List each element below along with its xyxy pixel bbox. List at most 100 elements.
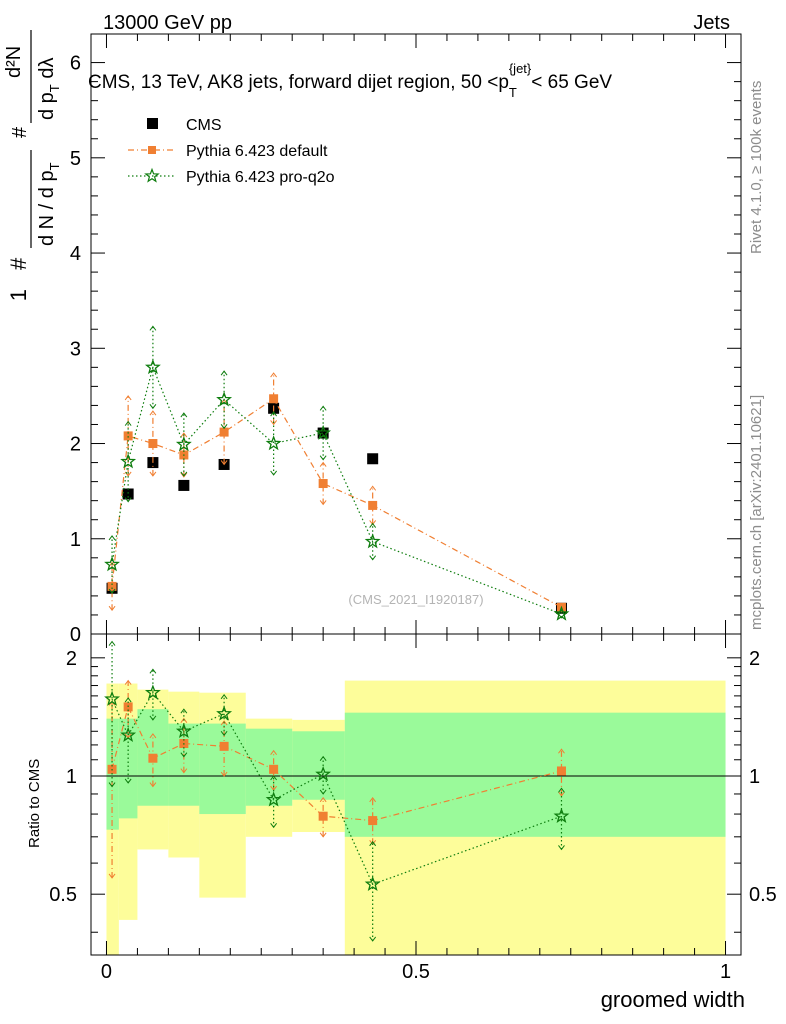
errorbar-cap-pro_q2o xyxy=(558,613,565,619)
ylabel-hash-2: # xyxy=(9,126,31,138)
errorbar-cap-default xyxy=(220,720,228,726)
errorbar-cap-default xyxy=(149,410,157,416)
errorbar-cap-pro_q2o xyxy=(180,412,188,418)
main-ytick-label: 1 xyxy=(70,529,81,551)
point-pro_q2o xyxy=(120,453,137,469)
errorbar-cap-pro_q2o xyxy=(124,420,132,426)
point-pro_q2o xyxy=(120,726,137,743)
errorbar-cap-pro_q2o xyxy=(220,370,228,376)
errorbar-cap-pro_q2o xyxy=(319,755,327,761)
xtick-label: 0 xyxy=(101,961,112,983)
point-default xyxy=(219,427,229,437)
point-pro_q2o xyxy=(175,436,192,452)
main-axis-ticks: 0 1 2 3 4 5 6 xyxy=(70,34,741,646)
point-pro_q2o xyxy=(364,875,381,892)
point-pro_q2o xyxy=(216,391,233,407)
main-ytick-label: 0 xyxy=(70,624,81,646)
point-default xyxy=(269,394,279,404)
errorbar-cap-default xyxy=(558,748,565,754)
ratio-band-inner xyxy=(106,718,119,830)
errorbar-cap-default xyxy=(369,520,377,526)
point-pro_q2o xyxy=(553,605,570,621)
ratio-band-inner xyxy=(292,731,345,800)
mcplots-label: mcplots.cern.ch [arXiv:2401.10621] xyxy=(748,395,765,630)
legend-default-label: Pythia 6.423 default xyxy=(186,143,328,160)
errorbar-cap-pro_q2o xyxy=(369,555,377,561)
errorbar-cap-default xyxy=(270,372,278,378)
errorbar-cap-default xyxy=(369,796,377,803)
ratio-ytick-label-right: 1 xyxy=(749,766,760,788)
errorbar-cap-default xyxy=(319,500,327,506)
errorbar-cap-pro_q2o xyxy=(220,693,228,700)
point-pro_q2o xyxy=(104,690,120,706)
errorbar-cap-default xyxy=(220,771,228,777)
ratio-ytick-label: 0.5 xyxy=(49,884,77,906)
legend-pro-q2o-marker xyxy=(144,167,160,183)
errorbar-cap-pro_q2o xyxy=(124,778,132,784)
ratio-axis-ticks: 0.5 0.5 1 1 2 2 0 0.5 1 xyxy=(49,634,777,983)
point-cms xyxy=(122,488,134,500)
errorbar-cap-default xyxy=(149,471,157,477)
errorbar-cap-pro_q2o xyxy=(369,522,377,528)
point-default xyxy=(556,766,566,776)
point-cms xyxy=(178,479,190,491)
legend: CMS Pythia 6.423 default Pythia 6.423 pr… xyxy=(128,117,335,186)
point-default xyxy=(148,439,158,449)
ratio-band-inner xyxy=(245,728,293,806)
ylabel-hash-1: # xyxy=(6,257,31,270)
errorbar-cap-default xyxy=(149,733,157,739)
analysis-watermark: (CMS_2021_I1920187) xyxy=(348,592,483,607)
point-pro_q2o xyxy=(216,705,233,721)
point-pro_q2o xyxy=(315,765,332,782)
errorbar-cap-pro_q2o xyxy=(149,715,157,721)
point-pro_q2o xyxy=(364,533,381,549)
point-pro_q2o xyxy=(265,435,282,451)
errorbar-cap-pro_q2o xyxy=(270,470,278,476)
point-pro_q2o xyxy=(144,684,161,700)
legend-default-marker xyxy=(148,146,156,154)
errorbar-cap-pro_q2o xyxy=(369,840,377,847)
legend-cms-marker xyxy=(147,118,158,129)
ratio-ytick-label-right: 2 xyxy=(749,648,760,670)
legend-cms-label: CMS xyxy=(186,117,222,134)
point-pro_q2o xyxy=(553,807,570,823)
point-pro_q2o xyxy=(144,358,161,375)
errorbar-cap-pro_q2o xyxy=(270,823,278,829)
errorbar-cap-pro_q2o xyxy=(149,668,157,674)
point-pro_q2o xyxy=(175,722,192,739)
point-cms xyxy=(367,453,379,465)
xtick-label: 0.5 xyxy=(402,961,430,983)
point-default xyxy=(219,741,229,751)
x-axis-label: groomed width xyxy=(601,987,745,1012)
errorbar-cap-default xyxy=(180,717,188,723)
series-line-default xyxy=(111,397,562,608)
errorbar-cap-pro_q2o xyxy=(180,752,188,758)
ratio-ytick-label: 1 xyxy=(66,766,77,788)
errorbar-cap-pro_q2o xyxy=(319,455,327,461)
main-ytick-label: 3 xyxy=(70,338,81,360)
errorbar-cap-pro_q2o xyxy=(558,609,565,615)
errorbar-cap-default xyxy=(270,420,278,426)
point-default xyxy=(123,431,133,441)
errorbar-cap-default xyxy=(180,432,188,438)
errorbar-cap-pro_q2o xyxy=(124,697,132,703)
errorbar-cap-default xyxy=(149,782,157,788)
errorbar-cap-pro_q2o xyxy=(149,403,157,410)
errorbar-cap-pro_q2o xyxy=(319,405,327,411)
errorbar-cap-pro_q2o xyxy=(270,775,278,781)
plot-title: CMS, 13 TeV, AK8 jets, forward dijet reg… xyxy=(88,61,612,100)
ylabel-frac-den: d N / d pT xyxy=(36,162,62,246)
errorbar-cap-default xyxy=(108,605,116,612)
main-y-axis-label: # 1 d N / d pT # d²N d pT dλ xyxy=(3,30,62,301)
errorbar-cap-default xyxy=(180,768,188,774)
ylabel-d2-num: d²N xyxy=(3,46,25,78)
ratio-band-inner xyxy=(118,718,138,819)
errorbar-cap-pro_q2o xyxy=(149,325,157,331)
point-default xyxy=(269,764,279,774)
xtick-label: 1 xyxy=(720,961,731,983)
ylabel-d2-den: d pT dλ xyxy=(36,58,62,120)
errorbar-cap-default xyxy=(270,749,278,756)
point-default xyxy=(148,753,158,763)
errorbar-cap-pro_q2o xyxy=(108,782,116,788)
errorbar-cap-pro_q2o xyxy=(369,936,377,942)
